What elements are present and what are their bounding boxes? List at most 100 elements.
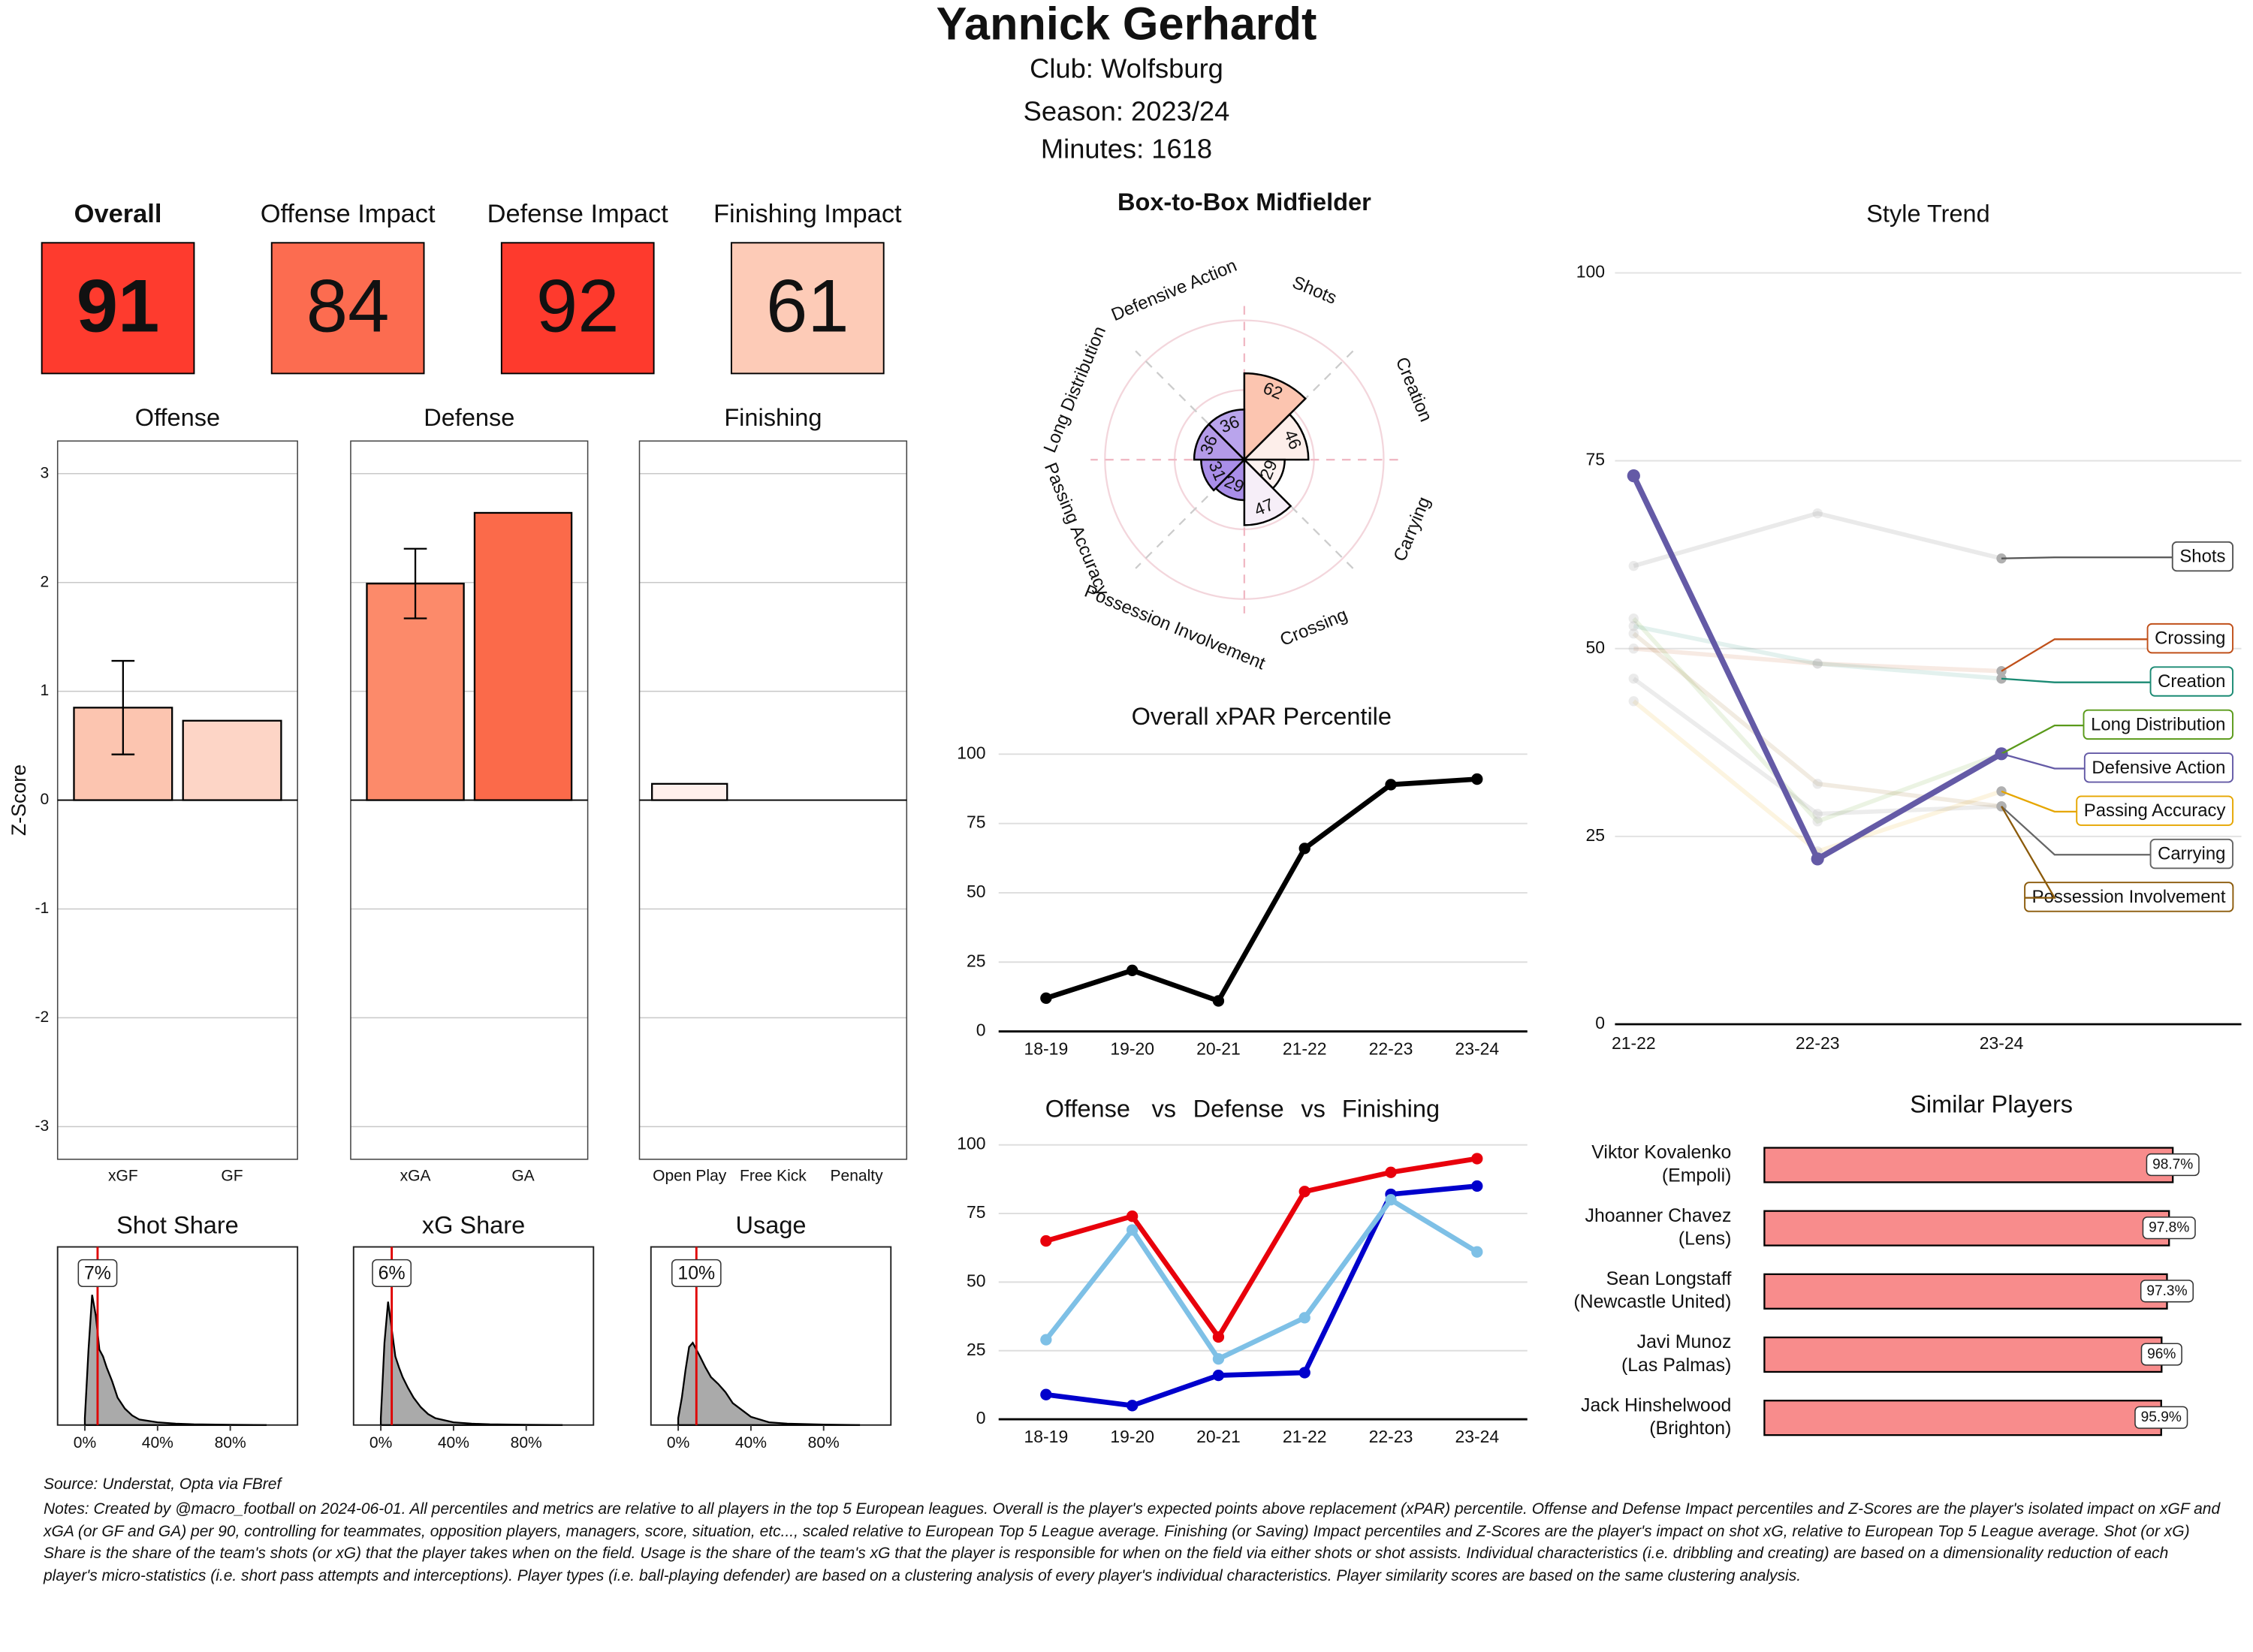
card-label: Overall bbox=[74, 200, 162, 228]
y-tick-label: 3 bbox=[41, 464, 50, 481]
card-value: 91 bbox=[77, 264, 160, 348]
point bbox=[1126, 1400, 1139, 1412]
value-box bbox=[2134, 1406, 2188, 1429]
x-tick-label: 40% bbox=[142, 1434, 173, 1452]
legend-label: Creation bbox=[2158, 671, 2225, 692]
point bbox=[1040, 1388, 1052, 1400]
y-tick-label: -2 bbox=[35, 1008, 50, 1026]
title-separator: vs bbox=[1151, 1095, 1176, 1122]
minutes: Minutes: 1618 bbox=[1041, 133, 1212, 164]
chart-title: Similar Players bbox=[1910, 1091, 2073, 1118]
x-tick-label: xGF bbox=[108, 1167, 138, 1184]
point bbox=[1471, 1246, 1483, 1258]
point bbox=[1040, 1234, 1052, 1247]
x-tick-label: 20-21 bbox=[1196, 1039, 1241, 1058]
footer: Source: Understat, Opta via FBref Notes:… bbox=[44, 1473, 2221, 1590]
category-label: Creation bbox=[1392, 354, 1437, 425]
y-tick-label: 50 bbox=[1586, 638, 1606, 657]
point bbox=[1627, 469, 1640, 483]
y-tick-label: 1 bbox=[41, 682, 50, 699]
legend-label: Possession Involvement bbox=[2032, 887, 2226, 907]
legend-box bbox=[2083, 752, 2233, 783]
legend-box bbox=[2171, 541, 2234, 572]
x-tick-label: 18-19 bbox=[1024, 1039, 1069, 1058]
x-tick-label: 19-20 bbox=[1110, 1427, 1154, 1446]
legend-label: Defensive Action bbox=[2092, 758, 2225, 778]
value-label: 96% bbox=[2147, 1346, 2176, 1362]
y-tick-label: 0 bbox=[976, 1408, 986, 1427]
value-label: 98.7% bbox=[2152, 1157, 2193, 1173]
legend-label: Long Distribution bbox=[2091, 714, 2225, 734]
bar bbox=[1763, 1336, 2163, 1373]
y-tick-label: 75 bbox=[967, 1202, 986, 1222]
x-tick-label: 22-23 bbox=[1369, 1427, 1413, 1446]
point bbox=[1812, 659, 1823, 669]
bar bbox=[1763, 1273, 2168, 1310]
point bbox=[1298, 1312, 1310, 1324]
x-tick-label: 21-22 bbox=[1612, 1033, 1656, 1053]
legend-box bbox=[2146, 623, 2234, 654]
value-label: 97.3% bbox=[2146, 1283, 2187, 1299]
value-box bbox=[2142, 1216, 2196, 1240]
point bbox=[1628, 629, 1639, 639]
legend-title-word: Finishing bbox=[1342, 1095, 1440, 1122]
legend-box bbox=[2149, 666, 2234, 697]
legend-box bbox=[2083, 709, 2234, 740]
polar-bar bbox=[1241, 413, 1310, 461]
player-name: Javi Munoz bbox=[1637, 1331, 1732, 1352]
club: Club: Wolfsburg bbox=[1030, 53, 1223, 83]
polar-axis bbox=[1135, 350, 1354, 569]
bar bbox=[182, 719, 282, 801]
leader-line bbox=[2001, 806, 2056, 899]
point bbox=[1628, 644, 1639, 654]
trend-line bbox=[1633, 511, 2002, 568]
bar bbox=[366, 583, 465, 801]
point bbox=[1628, 613, 1639, 624]
value-label: 97.8% bbox=[2149, 1220, 2189, 1236]
point bbox=[1298, 1186, 1310, 1198]
legend-box bbox=[2149, 838, 2234, 870]
line bbox=[1045, 1156, 1478, 1342]
bar bbox=[1763, 1400, 2162, 1436]
point bbox=[1628, 560, 1639, 571]
panel-title: Usage bbox=[736, 1211, 807, 1238]
y-tick-label: 75 bbox=[1586, 450, 1606, 469]
y-tick-label: 25 bbox=[967, 951, 986, 970]
panel-title: Shot Share bbox=[116, 1211, 239, 1238]
trend-line bbox=[1633, 623, 2002, 681]
point bbox=[1471, 773, 1483, 785]
x-tick-label: 0% bbox=[369, 1434, 392, 1452]
category-label: Long Distribution bbox=[1040, 324, 1111, 456]
impact-card bbox=[730, 242, 885, 375]
x-tick-label: 40% bbox=[735, 1434, 767, 1452]
x-tick-label: 80% bbox=[511, 1434, 542, 1452]
x-tick-label: GA bbox=[511, 1167, 534, 1184]
impact-card bbox=[500, 242, 655, 375]
category-label: Defensive Action bbox=[1108, 255, 1240, 325]
bar bbox=[1763, 1147, 2174, 1183]
player-club: (Lens) bbox=[1678, 1228, 1731, 1250]
point bbox=[1126, 964, 1139, 976]
polar-axis bbox=[1135, 350, 1354, 569]
y-tick-label: 50 bbox=[967, 882, 986, 901]
point bbox=[1628, 696, 1639, 707]
y-tick-label: 2 bbox=[41, 573, 50, 590]
category-label: Crossing bbox=[1277, 604, 1350, 650]
player-name: Sean Longstaff bbox=[1606, 1268, 1732, 1289]
marker-label: 10% bbox=[677, 1262, 715, 1283]
value-box bbox=[2146, 1153, 2200, 1177]
point bbox=[1298, 843, 1310, 855]
card-label: Offense Impact bbox=[261, 200, 436, 228]
point bbox=[1298, 1367, 1310, 1379]
player-club: (Las Palmas) bbox=[1621, 1355, 1731, 1376]
panel-title: xG Share bbox=[422, 1211, 525, 1238]
chart-title: Overall xPAR Percentile bbox=[1132, 703, 1392, 730]
point bbox=[1471, 1153, 1483, 1165]
leader-line bbox=[2001, 638, 2148, 672]
chart-title: Box-to-Box Midfielder bbox=[1117, 188, 1371, 216]
x-tick-label: GF bbox=[221, 1167, 243, 1184]
card-label: Defense Impact bbox=[487, 200, 669, 228]
x-tick-label: 23-24 bbox=[1980, 1033, 2024, 1053]
title-separator: vs bbox=[1301, 1095, 1326, 1122]
